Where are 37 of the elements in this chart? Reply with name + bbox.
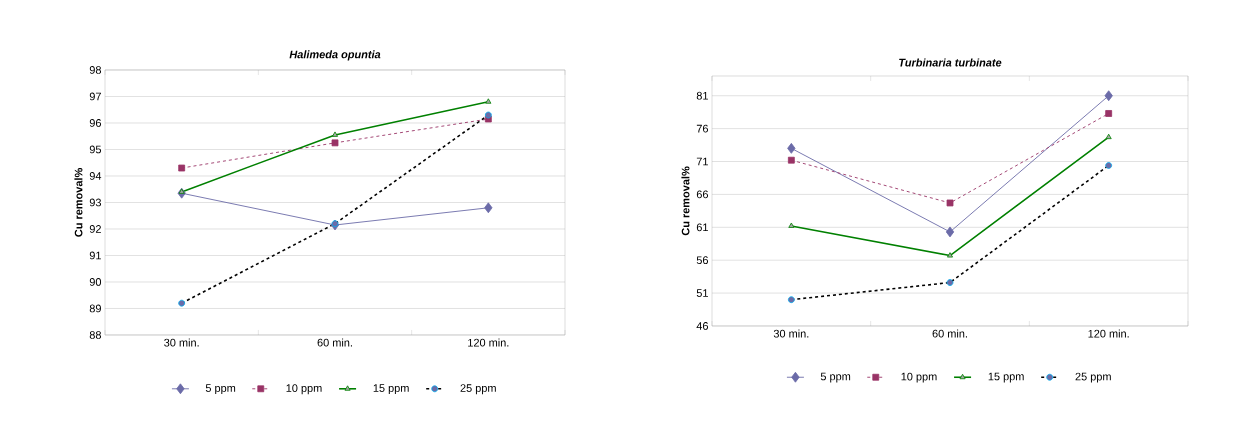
y-tick-label: 98 — [89, 66, 102, 74]
y-tick-label: 88 — [89, 331, 102, 339]
x-tick-label: 120 min. — [468, 338, 509, 347]
y-tick-label: 51 — [696, 289, 708, 297]
y-tick-label: 89 — [89, 304, 101, 313]
legend-label: 5 ppm — [205, 384, 236, 395]
y-tick-label: 97 — [89, 92, 101, 101]
y-tick-label: 76 — [696, 124, 709, 133]
y-tick-label: 91 — [89, 251, 101, 260]
y-tick-label: 56 — [696, 256, 709, 265]
y-tick-label: 71 — [696, 157, 708, 166]
x-tick-label: 60 min. — [317, 338, 352, 347]
x-tick-label: 120 min. — [1088, 329, 1129, 338]
legend-label: 25 ppm — [460, 384, 496, 395]
y-tick-label: 66 — [696, 190, 709, 199]
y-tick-label: 95 — [89, 145, 102, 154]
legend-label: 10 ppm — [901, 372, 937, 383]
chart-title: Turbinaria turbinate — [899, 58, 1002, 67]
y-tick-label: 90 — [89, 278, 102, 286]
y-tick-label: 61 — [696, 223, 708, 232]
x-tick-label: 30 min. — [773, 329, 809, 338]
x-tick-label: 30 min. — [164, 338, 199, 347]
y-axis-title: Cu removal% — [681, 166, 690, 236]
y-tick-label: 93 — [89, 198, 102, 207]
chart-title: Halimeda opuntia — [289, 50, 381, 61]
legend-label: 5 ppm — [820, 372, 851, 383]
legend-label: 15 ppm — [373, 384, 409, 395]
x-tick-label: 60 min. — [932, 329, 967, 338]
legend-label: 10 ppm — [286, 384, 322, 395]
y-tick-label: 81 — [696, 91, 708, 100]
y-tick-label: 92 — [89, 225, 101, 233]
y-tick-label: 46 — [696, 322, 709, 330]
y-axis-title: Cu removal% — [74, 168, 83, 237]
legend-label: 25 ppm — [1075, 372, 1111, 383]
y-tick-label: 96 — [89, 119, 102, 127]
y-tick-label: 94 — [89, 172, 102, 180]
legend-label: 15 ppm — [988, 372, 1024, 383]
